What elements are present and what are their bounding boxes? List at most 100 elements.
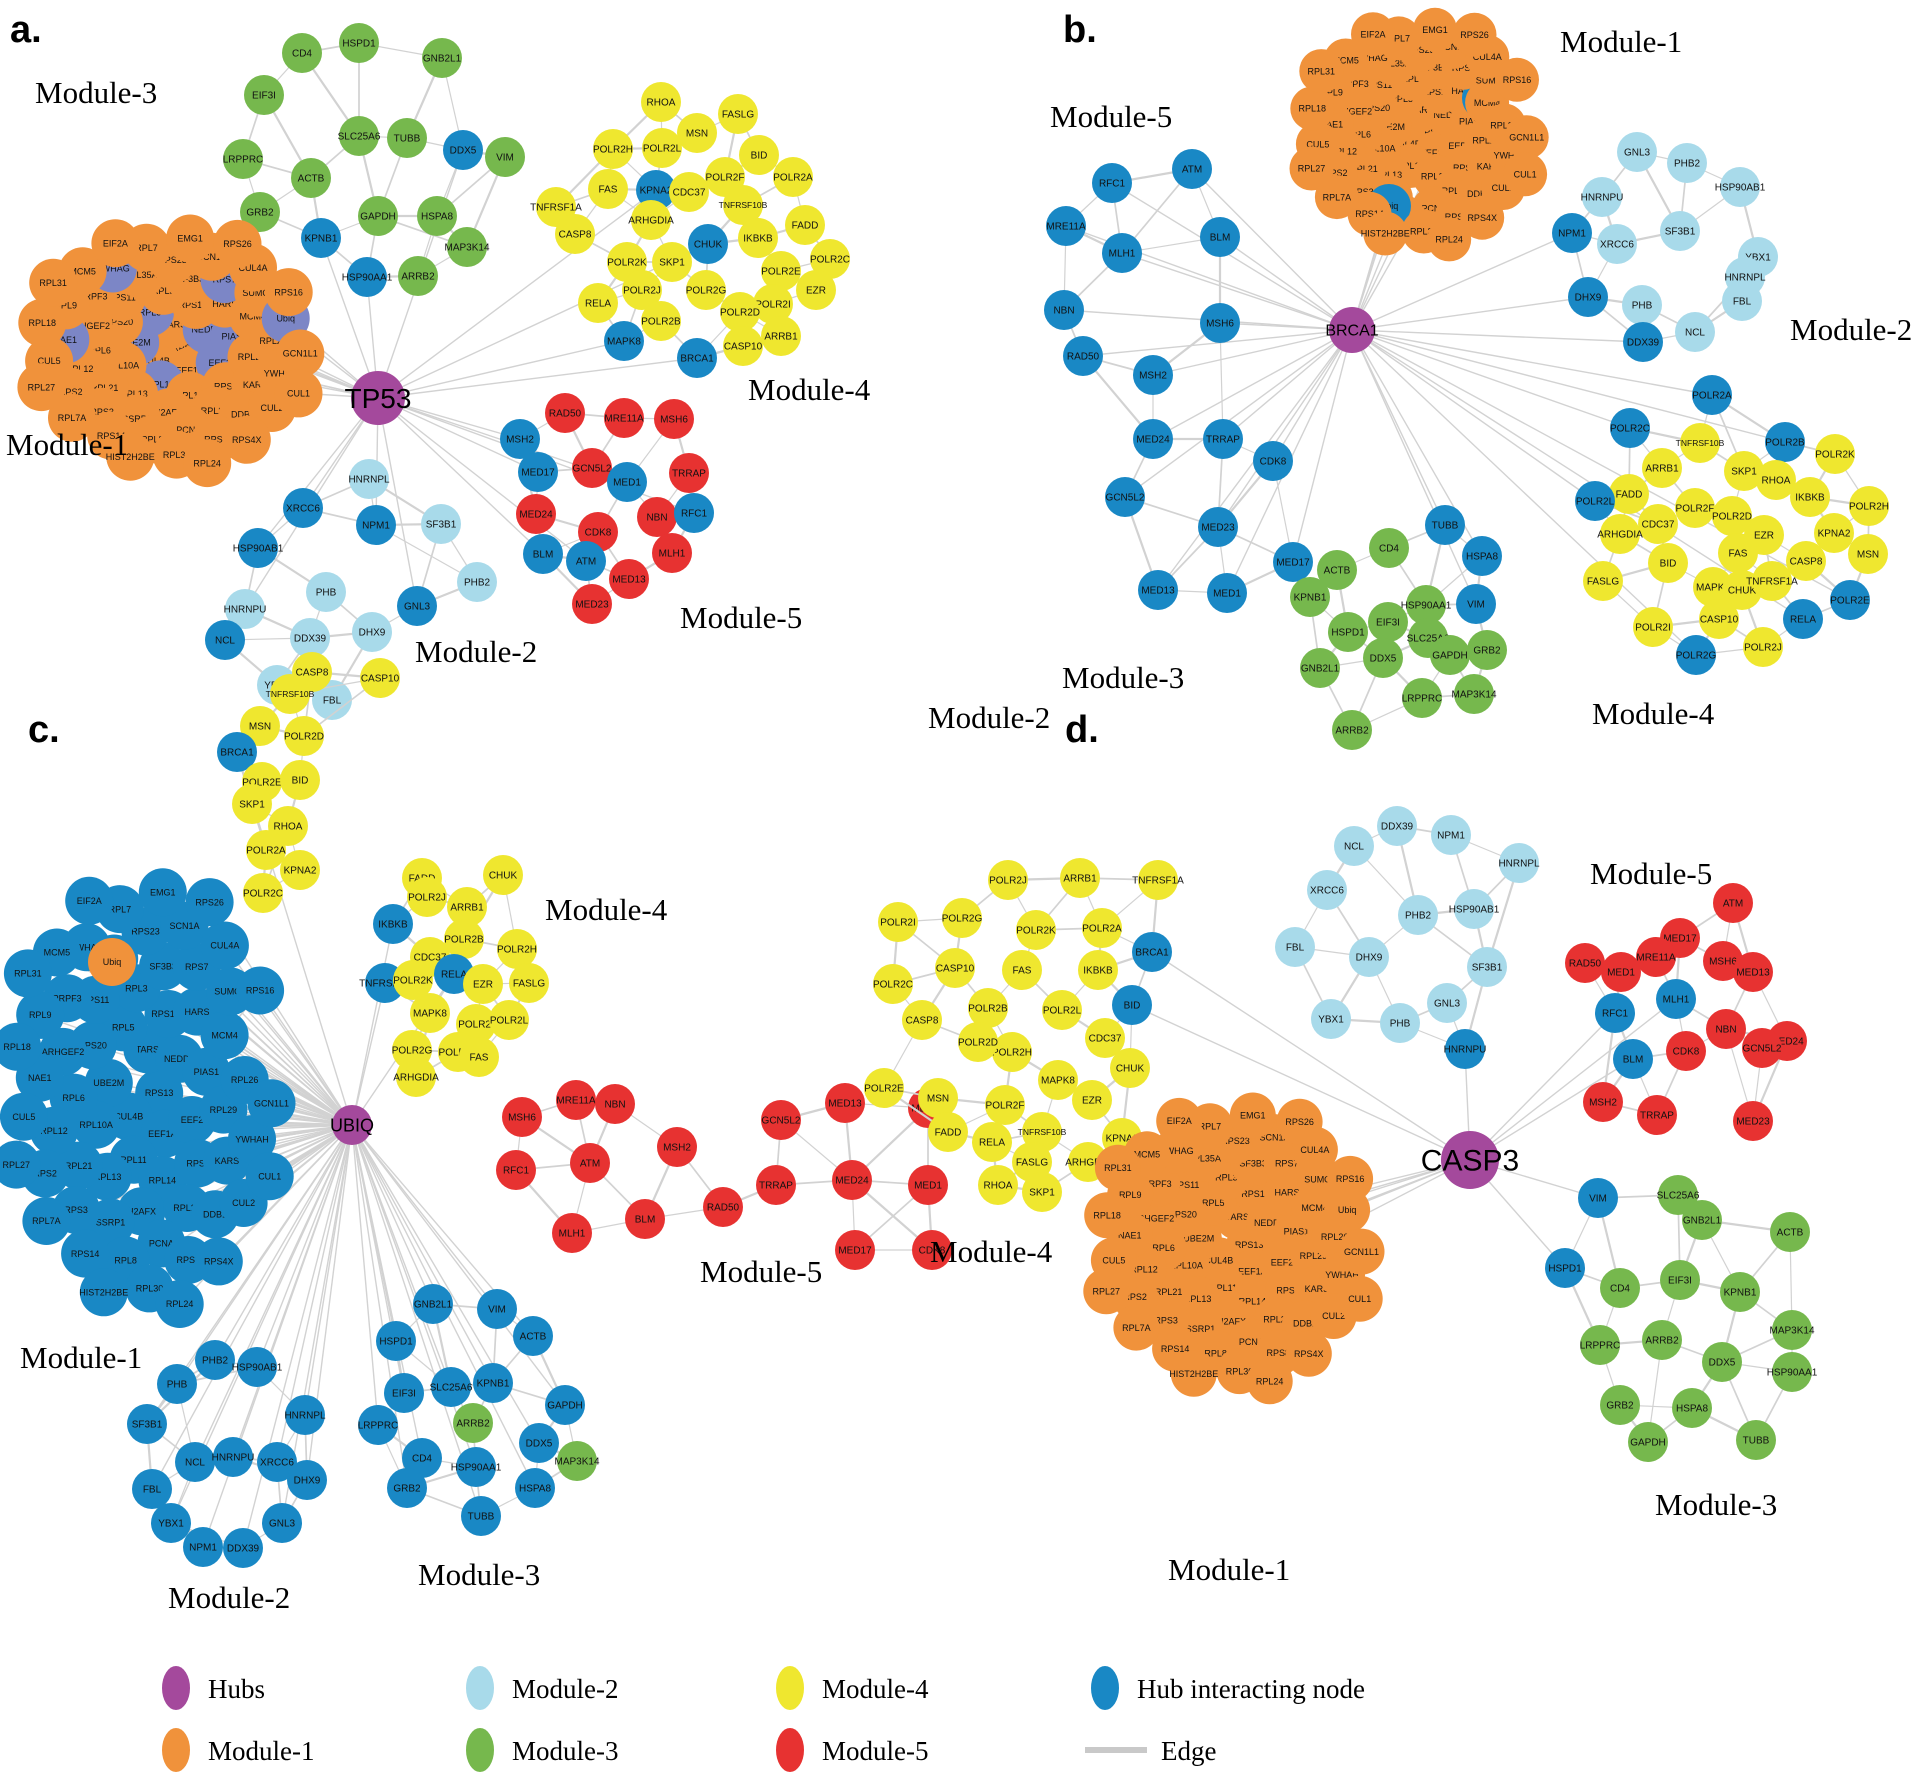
node-label: DHX9	[1356, 953, 1383, 964]
node-label: SF3B1	[1665, 227, 1696, 238]
node-label: RAD50	[549, 409, 582, 420]
node-label: RPL18	[1093, 1210, 1121, 1220]
node-label: RPS7	[213, 274, 237, 284]
node-label: POLR2C	[243, 889, 283, 900]
module-label-b-module-3: Module-3	[1062, 660, 1184, 695]
node-HSP90AB1	[1454, 889, 1494, 929]
node-label: POLR2D	[1712, 512, 1752, 523]
node-DHX9	[352, 612, 392, 652]
node-TNFRSF10B	[1680, 423, 1720, 463]
node-label: RPL7	[135, 243, 158, 253]
node-POLR2C	[243, 873, 283, 913]
node-label: POLR2F	[1676, 504, 1715, 515]
node-label: GNL3	[1434, 999, 1461, 1010]
node-GCN1L1	[276, 329, 325, 378]
node-label: EIF3I	[252, 91, 276, 102]
node-label: RPS23	[158, 255, 187, 265]
node-label: YWHAG	[70, 942, 104, 952]
node-CASP10	[723, 326, 763, 366]
node-CASP8	[902, 1000, 942, 1040]
node-GNL3	[262, 1503, 302, 1543]
node-MCM4	[200, 1011, 249, 1060]
node-XRCC6	[257, 1442, 297, 1482]
node-POLR2G	[686, 270, 726, 310]
node-label: SF3B3	[177, 274, 205, 284]
node-NPM1	[1552, 213, 1592, 253]
node-MED24	[832, 1160, 872, 1200]
node-label: EEF1A1	[148, 1129, 182, 1139]
node-label: FASLG	[722, 110, 754, 121]
node-label: TNFRSF10B	[719, 200, 768, 210]
node-label: RPL7A	[32, 1216, 61, 1226]
node-label: RPL30	[163, 450, 191, 460]
node-label: RPS7	[185, 962, 209, 972]
hub-edge	[151, 1124, 353, 1490]
node-label: TRRAP	[1206, 435, 1240, 446]
node-POLR2B	[444, 919, 484, 959]
node-label: PRPF3	[53, 993, 82, 1003]
node-label: GNB2L1	[1301, 664, 1340, 675]
node-MLH1	[652, 533, 692, 573]
node-HNRNPL	[285, 1395, 325, 1435]
hub-edge	[1121, 252, 1353, 331]
node-NBN	[1044, 290, 1084, 330]
node-label: RPS14	[97, 431, 126, 441]
node-TUBB	[387, 118, 427, 158]
node-label: RPL31	[14, 969, 42, 979]
node-RPS16	[1327, 1155, 1374, 1202]
node-label: EMG1	[177, 234, 203, 244]
node-label: CASP8	[559, 230, 592, 241]
node-IKBKB	[1078, 950, 1118, 990]
node-EIF3I	[1660, 1260, 1700, 1300]
node-label: POLR2J	[408, 893, 446, 904]
node-label: GNL3	[269, 1519, 296, 1530]
node-label: UBE2M	[1183, 1234, 1214, 1244]
node-label: GCN5L2	[1743, 1044, 1782, 1055]
node-label: RPL31	[1308, 66, 1336, 76]
node-HSP90AB1	[237, 1347, 277, 1387]
node-label: RPS20	[1168, 1209, 1197, 1219]
hub-edge	[351, 923, 394, 1126]
node-label: RPS6	[214, 381, 238, 391]
node-POLR2G	[1676, 635, 1716, 675]
hub-edge	[1131, 1004, 1471, 1161]
node-TUBB	[1425, 505, 1465, 545]
node-PHB	[1380, 1003, 1420, 1043]
node-label: EEF2	[1448, 141, 1471, 151]
node-label: HNRNPL	[1498, 859, 1540, 870]
node-label: EIF2A	[1360, 29, 1385, 39]
node-label: GRB2	[1473, 646, 1501, 657]
node-POLR2D	[958, 1022, 998, 1062]
node-DHX9	[1349, 937, 1389, 977]
node-BLM	[625, 1199, 665, 1239]
node-label: CDC37	[1642, 520, 1675, 531]
node-HNRNPL	[349, 459, 389, 499]
node-label: GNL3	[1624, 148, 1651, 159]
node-RPL24	[1246, 1358, 1293, 1405]
hub-edge	[1351, 329, 1697, 656]
hub-edge	[377, 243, 709, 399]
node-HSPA8	[1672, 1388, 1712, 1428]
node-RPS16	[264, 268, 313, 317]
node-label: RHOA	[274, 822, 303, 833]
node-label: MCM5	[1134, 1149, 1161, 1159]
module-label-d-module-1: Module-1	[1168, 1552, 1290, 1587]
hub-edge	[1217, 329, 1353, 528]
node-HSP90AA1	[347, 257, 387, 297]
node-label: ARRB2	[456, 1419, 490, 1430]
node-label: RPL7A	[1323, 192, 1352, 202]
node-label: YBX1	[158, 1519, 184, 1530]
node-label: ATM	[1723, 899, 1743, 910]
node-label: RPS13	[145, 1088, 174, 1098]
legend-swatch-module-3	[466, 1728, 494, 1772]
node-CD4	[402, 1438, 442, 1478]
panel-d: DDX39 NPM1 NCL HNRNPL XRCC6 PHB2 HSP90AB1 FBL DH…	[864, 700, 1818, 1587]
node-label: MSH6	[508, 1113, 536, 1124]
node-EIF3I	[1368, 602, 1408, 642]
node-GNB2L1	[413, 1284, 453, 1324]
node-FBL	[132, 1469, 172, 1509]
node-label: RPL10A	[1169, 1261, 1203, 1271]
node-CD4	[282, 33, 322, 73]
node-label: MSH2	[1589, 1098, 1617, 1109]
node-label: CUL5	[38, 356, 61, 366]
